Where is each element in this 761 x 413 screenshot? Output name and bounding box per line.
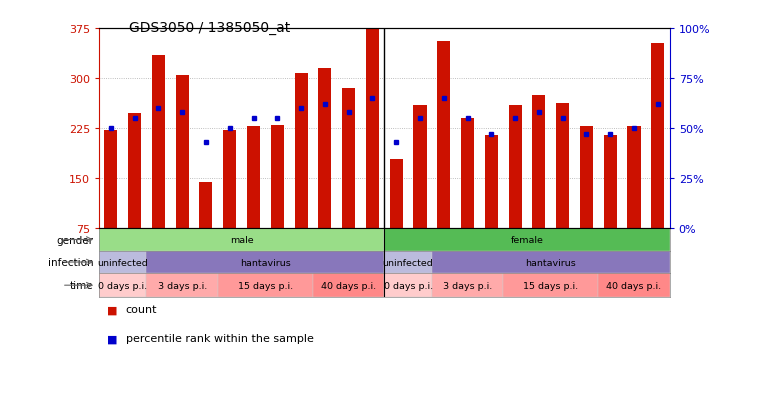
Text: count: count [126, 305, 157, 315]
Text: female: female [511, 235, 543, 244]
Bar [271, 126, 284, 229]
Bar [413, 105, 426, 229]
Bar [384, 251, 432, 274]
Text: 40 days p.i.: 40 days p.i. [607, 281, 661, 290]
Text: time: time [69, 280, 94, 290]
Bar [152, 55, 165, 229]
Bar [390, 160, 403, 229]
Text: 0 days p.i.: 0 days p.i. [98, 281, 148, 290]
Bar [556, 104, 569, 229]
Text: hantavirus: hantavirus [525, 258, 576, 267]
Bar [508, 105, 521, 229]
Bar [146, 274, 218, 297]
Bar [295, 74, 307, 229]
Text: male: male [230, 235, 253, 244]
Text: ■: ■ [107, 305, 117, 315]
Text: percentile rank within the sample: percentile rank within the sample [126, 334, 314, 344]
Bar [503, 274, 598, 297]
Text: 3 days p.i.: 3 days p.i. [443, 281, 492, 290]
Bar [384, 229, 670, 251]
Text: 0 days p.i.: 0 days p.i. [384, 281, 433, 290]
Bar [128, 114, 141, 229]
Bar [533, 95, 546, 229]
Text: 3 days p.i.: 3 days p.i. [158, 281, 207, 290]
Bar [99, 229, 384, 251]
Bar [438, 42, 451, 229]
Bar [461, 119, 474, 229]
Bar [99, 274, 146, 297]
Bar [485, 135, 498, 229]
Bar [146, 251, 384, 274]
Bar [580, 127, 593, 229]
Bar [651, 44, 664, 229]
Text: 15 days p.i.: 15 days p.i. [238, 281, 293, 290]
Bar [432, 274, 503, 297]
Bar [218, 274, 313, 297]
Text: ■: ■ [107, 334, 117, 344]
Bar [432, 251, 670, 274]
Bar [199, 183, 212, 229]
Text: GDS3050 / 1385050_at: GDS3050 / 1385050_at [129, 21, 291, 35]
Bar [99, 251, 146, 274]
Bar [598, 274, 670, 297]
Text: uninfected: uninfected [97, 258, 148, 267]
Bar [318, 69, 331, 229]
Bar [247, 127, 260, 229]
Text: 40 days p.i.: 40 days p.i. [321, 281, 376, 290]
Text: infection: infection [48, 257, 94, 267]
Text: uninfected: uninfected [383, 258, 434, 267]
Bar [628, 127, 641, 229]
Bar [366, 30, 379, 229]
Text: 15 days p.i.: 15 days p.i. [524, 281, 578, 290]
Bar [223, 131, 236, 229]
Bar [603, 135, 616, 229]
Bar [313, 274, 384, 297]
Bar [384, 274, 432, 297]
Bar [176, 76, 189, 229]
Text: hantavirus: hantavirus [240, 258, 291, 267]
Bar [342, 89, 355, 229]
Bar [104, 131, 117, 229]
Text: gender: gender [56, 235, 94, 245]
